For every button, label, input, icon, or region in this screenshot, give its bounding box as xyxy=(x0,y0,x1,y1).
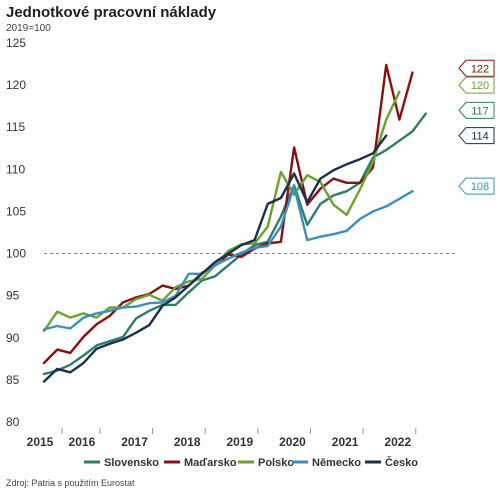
y-tick-label: 90 xyxy=(6,331,20,345)
x-tick-label: 2020 xyxy=(279,435,306,449)
end-label-box xyxy=(458,177,495,195)
x-tick-label: 2017 xyxy=(121,435,148,449)
series-line-slovensko xyxy=(42,112,427,376)
y-tick-label: 110 xyxy=(6,162,25,176)
y-tick-label: 105 xyxy=(6,204,26,218)
y-tick-label: 85 xyxy=(6,373,20,387)
end-label-box xyxy=(458,76,495,94)
y-tick-label: 120 xyxy=(6,78,26,92)
end-label-polsko: 120 xyxy=(471,80,489,92)
legend-label-německo: Německo xyxy=(312,457,361,469)
end-label-česko: 114 xyxy=(471,131,489,143)
x-tick-label: 2021 xyxy=(332,435,359,449)
x-tick-label: 2015 xyxy=(27,435,54,449)
y-tick-label: 115 xyxy=(6,120,25,134)
end-label-box xyxy=(458,101,495,119)
end-label-německo: 108 xyxy=(471,181,489,193)
end-label-maďarsko: 122 xyxy=(471,63,489,75)
source-note: Zdroj: Patria s použitím Eurostat xyxy=(6,478,135,488)
x-tick-label: 2018 xyxy=(174,435,201,449)
series-line-německo xyxy=(42,185,414,331)
end-label-box xyxy=(458,59,495,77)
series-line-polsko xyxy=(42,90,401,333)
end-label-box xyxy=(458,127,495,145)
chart-title: Jednotkové pracovní náklady xyxy=(6,4,217,21)
series-line-maďarsko xyxy=(42,63,414,365)
y-tick-label: 80 xyxy=(6,415,20,429)
x-tick-label: 2022 xyxy=(384,435,411,449)
series-line-česko xyxy=(42,134,388,383)
y-tick-label: 95 xyxy=(6,289,20,303)
legend-label-česko: Česko xyxy=(385,456,418,469)
legend-label-slovensko: Slovensko xyxy=(104,457,159,469)
y-tick-label: 100 xyxy=(6,247,26,261)
legend-label-polsko: Polsko xyxy=(258,457,294,469)
end-label-slovensko: 117 xyxy=(471,105,489,117)
x-tick-label: 2016 xyxy=(69,435,96,449)
chart-subtitle: 2019=100 xyxy=(6,23,51,34)
x-tick-label: 2019 xyxy=(226,435,253,449)
y-tick-label: 125 xyxy=(6,36,26,50)
legend-label-maďarsko: Maďarsko xyxy=(184,457,237,469)
